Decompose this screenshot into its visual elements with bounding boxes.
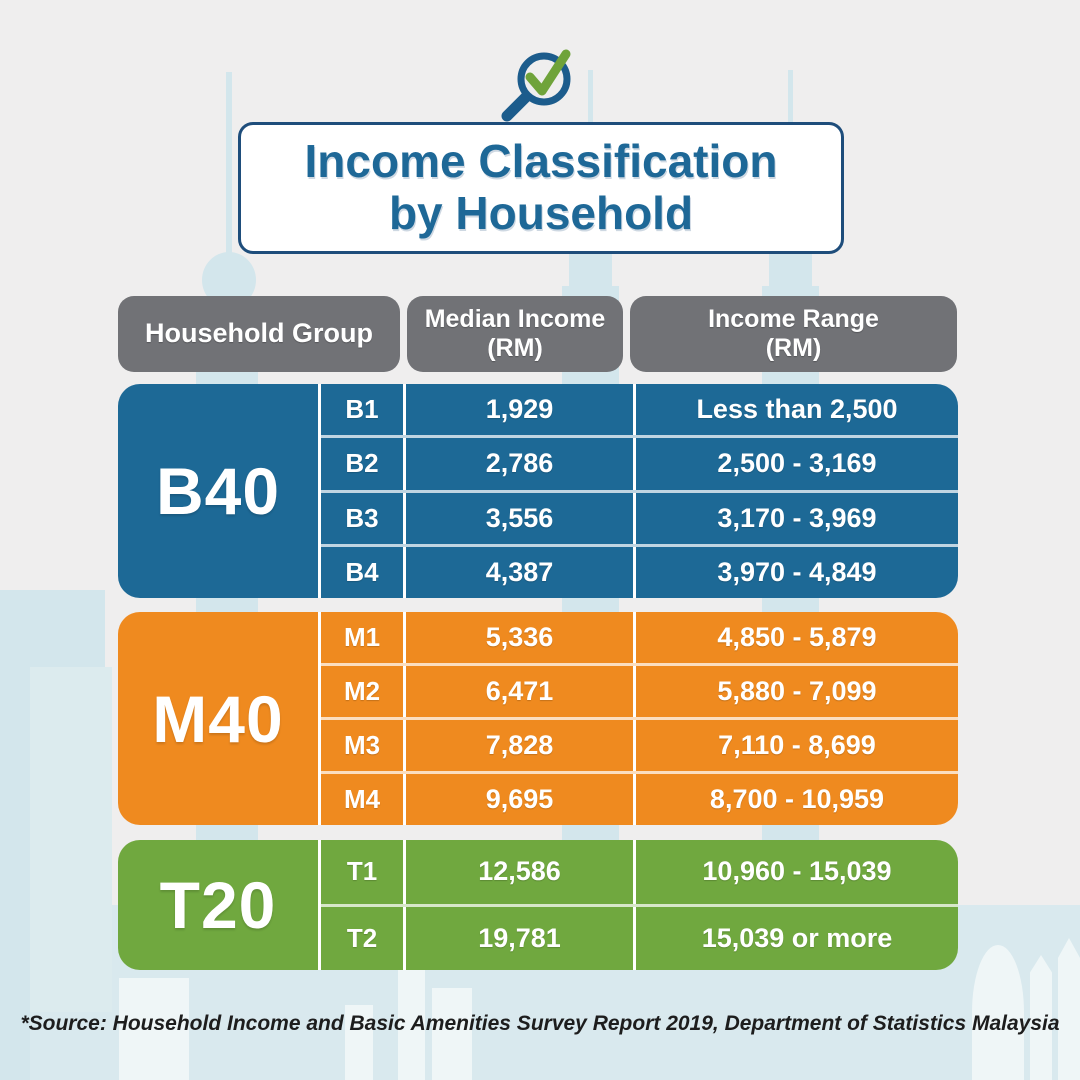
title-box: Income Classification by Household: [238, 122, 844, 254]
header-pill-median-income: Median Income (RM): [407, 296, 623, 372]
group-rows: B1 1,929 Less than 2,500 B2 2,786 2,500 …: [318, 384, 958, 598]
header-pill-label: Median Income: [424, 304, 606, 333]
median-income-cell: 12,586: [403, 840, 633, 904]
table-row: B3 3,556 3,170 - 3,969: [321, 489, 958, 544]
group-block-t20: T20 T1 12,586 10,960 - 15,039 T2 19,781 …: [118, 840, 958, 970]
subgroup-code-cell: B2: [345, 448, 379, 479]
header-pill-label: Income Range: [708, 304, 879, 333]
header-pill-income-range: Income Range (RM): [630, 296, 957, 372]
group-name-label: M40: [152, 681, 284, 756]
subgroup-code-cell: M3: [343, 730, 381, 760]
median-income-cell: 6,471: [403, 666, 633, 717]
table-row: M3 7,828 7,110 - 8,699: [321, 717, 958, 771]
table-row: B1 1,929 Less than 2,500: [321, 384, 958, 436]
table-row: B2 2,786 2,500 - 3,169: [321, 435, 958, 490]
subgroup-code-cell: M2: [343, 676, 381, 706]
subgroup-code-cell: M4: [343, 784, 381, 814]
page-title-line2: by Household: [388, 187, 694, 239]
table-row: M2 6,471 5,880 - 7,099: [321, 663, 958, 717]
subgroup-code-cell: M1: [343, 622, 381, 652]
income-range-cell: 5,880 - 7,099: [633, 666, 958, 717]
group-name-label: T20: [159, 868, 277, 942]
skyline-mosque-dome: [972, 945, 1024, 1080]
income-range-cell: 15,039 or more: [633, 906, 958, 970]
subgroup-code-cell: T1: [346, 856, 378, 887]
median-income-cell: 4,387: [403, 546, 633, 598]
income-range-cell: Less than 2,500: [633, 384, 958, 436]
skyline-small-building-2: [345, 1005, 373, 1080]
income-range-cell: 4,850 - 5,879: [633, 612, 958, 663]
median-income-cell: 3,556: [403, 492, 633, 544]
skyline-kl-tower-antenna: [226, 72, 232, 272]
skyline-petronas1-base: [562, 286, 619, 926]
income-range-cell: 7,110 - 8,699: [633, 720, 958, 771]
group-rows: T1 12,586 10,960 - 15,039 T2 19,781 15,0…: [318, 840, 958, 970]
group-block-m40: M40 M1 5,336 4,850 - 5,879 M2 6,471 5,88…: [118, 612, 958, 825]
group-rows: M1 5,336 4,850 - 5,879 M2 6,471 5,880 - …: [318, 612, 958, 825]
table-row: T2 19,781 15,039 or more: [321, 903, 958, 970]
income-range-cell: 3,970 - 4,849: [633, 546, 958, 598]
skyline-left-building-top: [0, 590, 105, 670]
table-row: T1 12,586 10,960 - 15,039: [321, 840, 958, 904]
subgroup-code-cell: B1: [345, 394, 379, 425]
skyline-petronas1-spire: [588, 70, 593, 140]
header-pill-label: Household Group: [145, 318, 373, 349]
subgroup-code-cell: B3: [345, 502, 379, 533]
magnifier-check-icon: [492, 44, 588, 124]
skyline-small-building-3: [398, 958, 425, 1080]
skyline-left-tower: [0, 590, 30, 1080]
page-title-line1: Income Classification: [304, 135, 778, 188]
group-block-b40: B40 B1 1,929 Less than 2,500 B2 2,786 2,…: [118, 384, 958, 598]
header-pill-unit: (RM): [487, 334, 543, 362]
skyline-petronas2-base: [762, 286, 819, 926]
median-income-cell: 1,929: [403, 384, 633, 436]
table-row: M1 5,336 4,850 - 5,879: [321, 612, 958, 663]
table-row: B4 4,387 3,970 - 4,849: [321, 543, 958, 598]
subgroup-code-cell: B4: [345, 556, 379, 587]
skyline-minaret-1: [1030, 955, 1052, 1080]
header-pill-unit: (RM): [765, 334, 822, 362]
source-note: *Source: Household Income and Basic Amen…: [20, 1012, 1060, 1035]
skyline-petronas2-spire: [788, 70, 793, 140]
header-pill-household-group: Household Group: [118, 296, 400, 372]
table-row: M4 9,695 8,700 - 10,959: [321, 771, 958, 825]
income-range-cell: 8,700 - 10,959: [633, 774, 958, 825]
skyline-minaret-2: [1058, 938, 1080, 1080]
skyline-small-building-1: [119, 978, 189, 1080]
income-range-cell: 2,500 - 3,169: [633, 438, 958, 490]
group-name-label: B40: [155, 454, 281, 528]
income-range-cell: 10,960 - 15,039: [633, 840, 958, 904]
median-income-cell: 5,336: [403, 612, 633, 663]
subgroup-code-cell: T2: [346, 922, 378, 953]
income-range-cell: 3,170 - 3,969: [633, 492, 958, 544]
median-income-cell: 9,695: [403, 774, 633, 825]
skyline-small-building-4: [432, 988, 472, 1080]
median-income-cell: 19,781: [403, 906, 633, 970]
median-income-cell: 2,786: [403, 438, 633, 490]
median-income-cell: 7,828: [403, 720, 633, 771]
skyline-left-building-body: [30, 667, 112, 1012]
